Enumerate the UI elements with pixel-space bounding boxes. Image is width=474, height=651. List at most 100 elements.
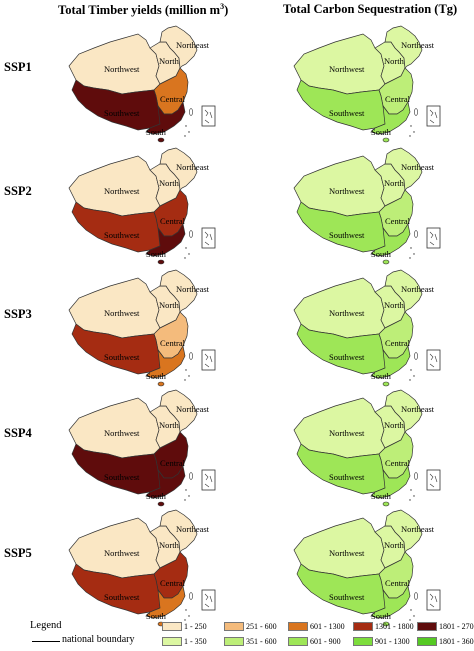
region-south bbox=[145, 101, 186, 135]
island-hainan bbox=[382, 501, 390, 507]
region-label-south: South bbox=[146, 249, 167, 259]
region-label-southwest: Southwest bbox=[104, 108, 140, 118]
carbon-map-ssp3: Northwest North Northeast Central Southwest S… bbox=[293, 269, 441, 387]
timber-map-ssp3: Northwest North Northeast Central Southwest S… bbox=[68, 269, 216, 387]
region-label-central: Central bbox=[160, 94, 186, 104]
south-china-sea-inset bbox=[201, 589, 216, 611]
region-label-northeast: Northeast bbox=[401, 284, 435, 294]
island-dot bbox=[185, 125, 187, 127]
island-taiwan bbox=[414, 352, 418, 360]
region-label-southwest: Southwest bbox=[329, 472, 365, 482]
island-taiwan bbox=[189, 108, 193, 116]
region-northeast bbox=[384, 389, 423, 433]
island-taiwan bbox=[414, 592, 418, 600]
region-south bbox=[145, 465, 186, 499]
national-boundary-label: national boundary bbox=[62, 634, 135, 645]
row-label-ssp4: SSP4 bbox=[4, 426, 32, 440]
region-south bbox=[370, 465, 411, 499]
region-northeast bbox=[159, 509, 198, 553]
region-label-south: South bbox=[371, 127, 392, 137]
region-label-north: North bbox=[384, 540, 405, 550]
island-dot bbox=[185, 609, 187, 611]
region-label-northeast: Northeast bbox=[176, 40, 210, 50]
carbon-map-ssp5: Northwest North Northeast Central Southwest S… bbox=[293, 509, 441, 627]
carbon-map-ssp1: Northwest North Northeast Central Southwest S… bbox=[293, 25, 441, 143]
island-dot bbox=[188, 253, 190, 255]
island-dot bbox=[188, 375, 190, 377]
region-label-south: South bbox=[146, 491, 167, 501]
legend-swatch-timber-1 bbox=[162, 622, 182, 631]
island-dot bbox=[410, 609, 412, 611]
island-dot bbox=[410, 247, 412, 249]
island-hainan bbox=[382, 381, 390, 387]
legend-class-label-carbon-5: 1801 - 3600 bbox=[439, 637, 474, 646]
region-label-northeast: Northeast bbox=[401, 162, 435, 172]
region-label-central: Central bbox=[160, 216, 186, 226]
island-dot bbox=[409, 619, 411, 621]
region-label-south: South bbox=[146, 127, 167, 137]
timber-map-ssp4: Northwest North Northeast Central Southwest S… bbox=[68, 389, 216, 507]
timber-map-ssp1: Northwest North Northeast Central Southwest S… bbox=[68, 25, 216, 143]
region-northeast bbox=[159, 25, 198, 69]
region-label-southwest: Southwest bbox=[329, 592, 365, 602]
island-hainan bbox=[157, 381, 165, 387]
region-label-central: Central bbox=[385, 216, 411, 226]
region-label-north: North bbox=[384, 178, 405, 188]
region-south bbox=[145, 585, 186, 619]
region-label-northwest: Northwest bbox=[104, 308, 140, 318]
region-label-northwest: Northwest bbox=[104, 548, 140, 558]
region-label-south: South bbox=[371, 371, 392, 381]
island-dot bbox=[188, 615, 190, 617]
region-northeast bbox=[384, 147, 423, 191]
legend-swatch-timber-2 bbox=[224, 622, 244, 631]
legend-swatch-carbon-2 bbox=[224, 637, 244, 646]
island-dot bbox=[185, 369, 187, 371]
south-china-sea-inset bbox=[201, 227, 216, 249]
island-dot bbox=[413, 375, 415, 377]
region-northeast bbox=[159, 147, 198, 191]
region-label-northwest: Northwest bbox=[104, 186, 140, 196]
region-south bbox=[370, 101, 411, 135]
legend-class-label-carbon-4: 901 - 1300 bbox=[375, 637, 410, 646]
inset-islands-icon bbox=[204, 353, 213, 368]
region-northeast bbox=[159, 389, 198, 433]
timber-title-close: ) bbox=[224, 3, 229, 18]
region-label-north: North bbox=[159, 420, 180, 430]
region-label-northwest: Northwest bbox=[329, 64, 365, 74]
region-label-northeast: Northeast bbox=[176, 162, 210, 172]
region-label-southwest: Southwest bbox=[329, 108, 365, 118]
island-taiwan bbox=[189, 352, 193, 360]
inset-islands-icon bbox=[429, 231, 438, 246]
island-hainan bbox=[157, 259, 165, 265]
island-dot bbox=[413, 131, 415, 133]
island-dot bbox=[184, 379, 186, 381]
legend-class-label-timber-1: 1 - 250 bbox=[184, 622, 207, 631]
legend-swatch-carbon-3 bbox=[288, 637, 308, 646]
south-china-sea-inset bbox=[201, 105, 216, 127]
region-label-northeast: Northeast bbox=[401, 524, 435, 534]
island-dot bbox=[409, 135, 411, 137]
region-label-southwest: Southwest bbox=[329, 230, 365, 240]
region-label-south: South bbox=[371, 611, 392, 621]
south-china-sea-inset bbox=[426, 105, 441, 127]
island-dot bbox=[184, 257, 186, 259]
region-label-central: Central bbox=[385, 338, 411, 348]
region-south bbox=[370, 223, 411, 257]
legend-swatch-timber-3 bbox=[288, 622, 308, 631]
region-south bbox=[145, 345, 186, 379]
island-dot bbox=[410, 369, 412, 371]
inset-islands-icon bbox=[429, 353, 438, 368]
island-hainan bbox=[157, 137, 165, 143]
region-label-north: North bbox=[384, 420, 405, 430]
legend-class-label-carbon-2: 351 - 600 bbox=[246, 637, 277, 646]
region-label-northwest: Northwest bbox=[104, 64, 140, 74]
legend-class-label-timber-2: 251 - 600 bbox=[246, 622, 277, 631]
region-label-north: North bbox=[159, 300, 180, 310]
timber-map-ssp5: Northwest North Northeast Central Southwest S… bbox=[68, 509, 216, 627]
island-dot bbox=[409, 499, 411, 501]
region-label-north: North bbox=[384, 56, 405, 66]
island-dot bbox=[410, 489, 412, 491]
region-northeast bbox=[384, 25, 423, 69]
region-label-central: Central bbox=[160, 458, 186, 468]
island-hainan bbox=[382, 259, 390, 265]
